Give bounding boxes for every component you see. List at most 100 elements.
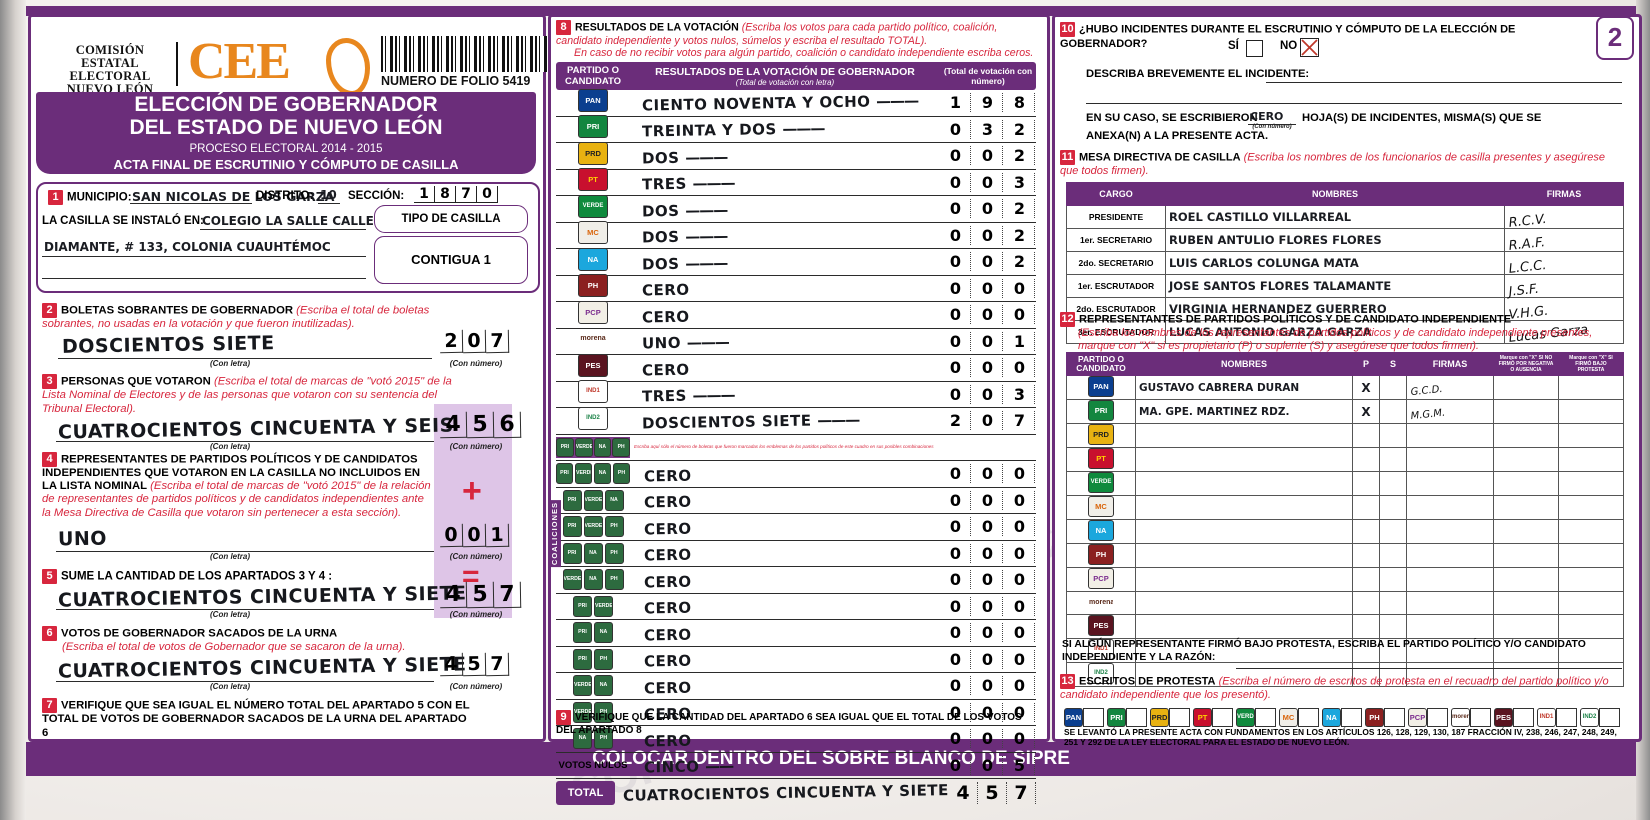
reps-p-mark[interactable]: X [1352, 375, 1380, 400]
protest-box-input[interactable] [1341, 708, 1362, 727]
mesa-nombre[interactable]: ROEL CASTILLO VILLARREAL [1165, 205, 1505, 229]
protest-box-input[interactable] [1384, 708, 1405, 727]
reps-nofirmo-cell[interactable] [1493, 495, 1559, 520]
reps-nombre[interactable] [1135, 567, 1353, 592]
reps-header-party: PARTIDO O CANDIDATO [1066, 352, 1136, 376]
protest-box-input[interactable] [1169, 708, 1190, 727]
reps-nombre[interactable]: MA. GPE. MARTINEZ RDZ. [1135, 399, 1353, 424]
reps-p-mark[interactable] [1352, 471, 1380, 496]
protest-box-group: VERDE [1236, 708, 1276, 727]
reps-nombre[interactable] [1135, 591, 1353, 615]
reps-nombre[interactable] [1135, 519, 1353, 544]
reps-p-mark[interactable] [1352, 614, 1380, 639]
reps-p-mark[interactable] [1352, 662, 1380, 687]
reps-nofirmo-cell[interactable] [1493, 399, 1559, 424]
reps-nofirmo-cell[interactable] [1493, 519, 1559, 544]
reps-protesta-cell[interactable] [1558, 423, 1624, 448]
reps-nofirmo-cell[interactable] [1493, 614, 1559, 639]
reps-protesta-cell[interactable] [1558, 614, 1624, 639]
protest-box-input[interactable] [1556, 708, 1577, 727]
col-header-results-sub: (Total de votación con letra) [735, 77, 835, 87]
reps-s-mark[interactable] [1379, 423, 1407, 448]
reps-s-mark[interactable] [1379, 471, 1407, 496]
reps-nofirmo-cell[interactable] [1493, 447, 1559, 472]
center-column [548, 14, 1050, 742]
reps-s-mark[interactable] [1379, 519, 1407, 544]
commission-name: COMISIÓN ESTATAL ELECTORAL NUEVO LEÓN [66, 43, 154, 96]
reps-nofirmo-cell[interactable] [1493, 423, 1559, 448]
describe-incident-field[interactable] [1266, 82, 1622, 83]
protest-box-input[interactable] [1083, 708, 1104, 727]
reps-nofirmo-cell[interactable] [1493, 375, 1559, 400]
mesa-nombre[interactable]: LUIS CARLOS COLUNGA MATA [1165, 251, 1505, 275]
reps-protesta-cell[interactable] [1558, 662, 1624, 687]
digit: 0 [974, 490, 1003, 510]
reps-s-mark[interactable] [1379, 638, 1407, 663]
reps-nombre[interactable] [1135, 471, 1353, 496]
reps-protesta-cell[interactable] [1558, 399, 1624, 424]
protest-box-input[interactable] [1255, 708, 1276, 727]
reps-nofirmo-cell[interactable] [1493, 543, 1559, 568]
mesa-nombre[interactable]: JOSE SANTOS FLORES TALAMANTE [1165, 274, 1505, 298]
reps-header-nofirmo: Marque con "X" SI NO FIRMÓ POR NEGATIVA … [1493, 352, 1559, 376]
reps-protesta-cell[interactable] [1558, 543, 1624, 568]
reps-s-mark[interactable] [1379, 447, 1407, 472]
protest-box-input[interactable] [1599, 708, 1620, 727]
mesa-nombre[interactable]: RUBEN ANTULIO FLORES FLORES [1165, 228, 1505, 252]
reps-s-mark[interactable] [1379, 375, 1407, 400]
digit-cell: 0 [439, 523, 464, 548]
reps-s-mark[interactable] [1379, 662, 1407, 687]
reps-nofirmo-cell[interactable] [1493, 591, 1559, 615]
reps-nofirmo-cell[interactable] [1493, 471, 1559, 496]
reps-protesta-cell[interactable] [1558, 471, 1624, 496]
reps-p-mark[interactable] [1352, 447, 1380, 472]
address-underline-3 [42, 278, 366, 279]
protest-box-input[interactable] [1513, 708, 1534, 727]
reps-p-mark[interactable] [1352, 519, 1380, 544]
reps-nombre[interactable] [1135, 423, 1353, 448]
protest-reason-field[interactable] [1236, 668, 1622, 669]
reps-protesta-cell[interactable] [1558, 375, 1624, 400]
protest-box-input[interactable] [1212, 708, 1233, 727]
reps-s-mark[interactable] [1379, 495, 1407, 520]
reps-nombre[interactable] [1135, 614, 1353, 639]
reps-s-mark[interactable] [1379, 567, 1407, 592]
reps-party: PT [1066, 447, 1136, 472]
reps-s-mark[interactable] [1379, 399, 1407, 424]
reps-nofirmo-cell[interactable] [1493, 567, 1559, 592]
reps-p-mark[interactable] [1352, 591, 1380, 615]
reps-nombre[interactable] [1135, 543, 1353, 568]
legal-note: SE LEVANTÓ LA PRESENTE ACTA CON FUNDAMEN… [1064, 727, 1617, 747]
installed-label: LA CASILLA SE INSTALÓ EN: [42, 215, 204, 227]
reps-p-mark[interactable] [1352, 495, 1380, 520]
describe-incident-field-2[interactable] [1086, 103, 1622, 104]
reps-nombre[interactable]: GUSTAVO CABRERA DURAN [1135, 375, 1353, 400]
protest-box-input[interactable] [1298, 708, 1319, 727]
reps-protesta-cell[interactable] [1558, 567, 1624, 592]
protest-box-input[interactable] [1470, 708, 1491, 727]
protest-box-input[interactable] [1427, 708, 1448, 727]
reps-s-mark[interactable] [1379, 543, 1407, 568]
reps-nombre[interactable] [1135, 447, 1353, 472]
reps-s-mark[interactable] [1379, 591, 1407, 615]
reps-nombre[interactable] [1135, 495, 1353, 520]
mesa-nombre[interactable]: LUCAS ANTONIO GARZA GARZA [1165, 320, 1505, 344]
reps-protesta-cell[interactable] [1558, 447, 1624, 472]
incident-no-checkbox[interactable] [1300, 38, 1319, 57]
reps-s-mark[interactable] [1379, 614, 1407, 639]
reps-protesta-cell[interactable] [1558, 519, 1624, 544]
reps-protesta-cell[interactable] [1558, 591, 1624, 615]
protest-box-input[interactable] [1126, 708, 1147, 727]
reps-nofirmo-cell[interactable] [1493, 662, 1559, 687]
reps-protesta-cell[interactable] [1558, 495, 1624, 520]
digit-cell: 5 [466, 581, 495, 609]
reps-p-mark[interactable]: X [1352, 399, 1380, 424]
reps-p-mark[interactable] [1352, 567, 1380, 592]
party-logo-morena: morena [1451, 708, 1470, 727]
reps-p-mark[interactable] [1352, 543, 1380, 568]
reps-p-mark[interactable] [1352, 423, 1380, 448]
party-logo-na: NA [578, 247, 608, 271]
incident-si-checkbox[interactable] [1246, 40, 1263, 57]
party-logo-mc: MC [1279, 708, 1298, 727]
